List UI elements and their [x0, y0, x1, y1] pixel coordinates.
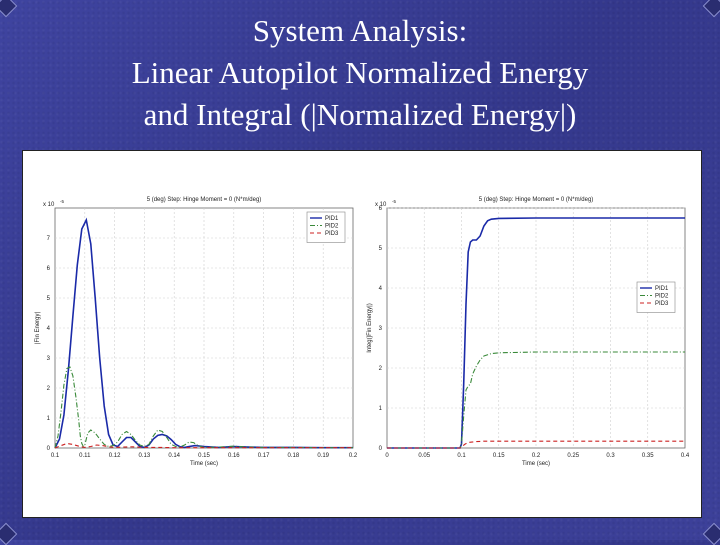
- x-tick-label: 0.25: [567, 453, 579, 459]
- series-line-pid3: [387, 440, 685, 449]
- y-tick-label: 3: [47, 356, 51, 362]
- legend-label-pid3: PID3: [655, 301, 669, 307]
- slide-title: System Analysis: Linear Autopilot Normal…: [0, 10, 720, 136]
- y-tick-label: 0: [379, 446, 383, 452]
- chart-2: 0 0.05 0.1 0.15 0.2 0.25 0.3 0.35 0.4 0 1 2 3 4 5 6 5 (d…: [367, 197, 690, 467]
- legend-label-pid2: PID2: [325, 224, 339, 230]
- title-line-2: Linear Autopilot Normalized Energy: [131, 55, 589, 90]
- x-tick-label: 0.17: [258, 453, 270, 459]
- y-tick-label: 2: [47, 386, 51, 392]
- x-tick-label: 0.13: [139, 453, 151, 459]
- x-axis-label: Time (sec): [190, 461, 218, 467]
- x-tick-label: 0.19: [317, 453, 329, 459]
- y-axis-label: |Fin Energy|: [35, 311, 41, 344]
- exponent-sup: -5: [392, 199, 396, 204]
- y-tick-label: 5: [47, 296, 51, 302]
- x-tick-label: 0.4: [681, 453, 690, 459]
- y-tick-label: 1: [379, 406, 383, 412]
- exponent-sup: -5: [60, 199, 64, 204]
- y-tick-label: 1: [47, 416, 51, 422]
- x-tick-label: 0.18: [288, 453, 300, 459]
- y-tick-label: 7: [47, 236, 51, 242]
- legend-label-pid3: PID3: [325, 231, 339, 237]
- x-tick-label: 0.11: [79, 453, 91, 459]
- series-line-pid2: [387, 351, 685, 449]
- chart-title: 5 (deg) Step: Hinge Moment = 0 (N*m/deg): [147, 197, 262, 203]
- corner-diamond-bottom-right: [702, 522, 720, 545]
- title-line-1: System Analysis:: [252, 13, 468, 48]
- series-line-pid3: [54, 442, 353, 449]
- series-line-pid1: [387, 217, 685, 449]
- x-tick-label: 0.14: [168, 453, 180, 459]
- y-tick-label: 2: [379, 366, 383, 372]
- series-line-pid2: [54, 366, 353, 449]
- x-tick-label: 0.05: [418, 453, 430, 459]
- exponent-label: x 10: [375, 202, 387, 208]
- x-axis-label: Time (sec): [522, 461, 550, 467]
- legend-box: [636, 281, 676, 313]
- legend-label-pid1: PID1: [655, 286, 669, 292]
- chart-panel-svg: 0.1 0.11 0.12 0.13 0.14 0.15 0.16 0.17 0.18 0.19 0…: [35, 197, 690, 467]
- title-line-3: and Integral (|Normalized Energy|): [143, 97, 577, 132]
- x-tick-label: 0: [385, 453, 389, 459]
- x-tick-label: 0.1: [457, 453, 466, 459]
- x-tick-label: 0.2: [532, 453, 541, 459]
- chart-1: 0.1 0.11 0.12 0.13 0.14 0.15 0.16 0.17 0.18 0.19 0…: [35, 197, 358, 467]
- exponent-label: x 10: [43, 202, 55, 208]
- x-tick-label: 0.1: [51, 453, 60, 459]
- x-tick-label: 0.35: [642, 453, 654, 459]
- x-tick-label: 0.15: [198, 453, 210, 459]
- legend-label-pid1: PID1: [325, 216, 339, 222]
- y-tick-label: 5: [379, 246, 383, 252]
- chart-title: 5 (deg) Step: Hinge Moment = 0 (N*m/deg): [479, 197, 594, 203]
- x-tick-label: 0.2: [349, 453, 358, 459]
- y-tick-label: 6: [47, 266, 51, 272]
- legend-label-pid2: PID2: [655, 294, 669, 300]
- y-tick-label: 4: [379, 286, 383, 292]
- x-tick-label: 0.16: [228, 453, 240, 459]
- x-tick-label: 0.12: [109, 453, 121, 459]
- chart-panel: 0.1 0.11 0.12 0.13 0.14 0.15 0.16 0.17 0.18 0.19 0…: [22, 150, 702, 518]
- x-tick-label: 0.3: [606, 453, 615, 459]
- corner-diamond-bottom-left: [0, 522, 18, 545]
- y-tick-label: 0: [47, 446, 51, 452]
- y-tick-label: 3: [379, 326, 383, 332]
- legend-box: [306, 211, 346, 243]
- y-axis-label: Integ(|Fin Energy|): [367, 303, 373, 352]
- y-tick-label: 4: [47, 326, 51, 332]
- y-tick-label: 6: [379, 206, 383, 212]
- x-tick-label: 0.15: [493, 453, 505, 459]
